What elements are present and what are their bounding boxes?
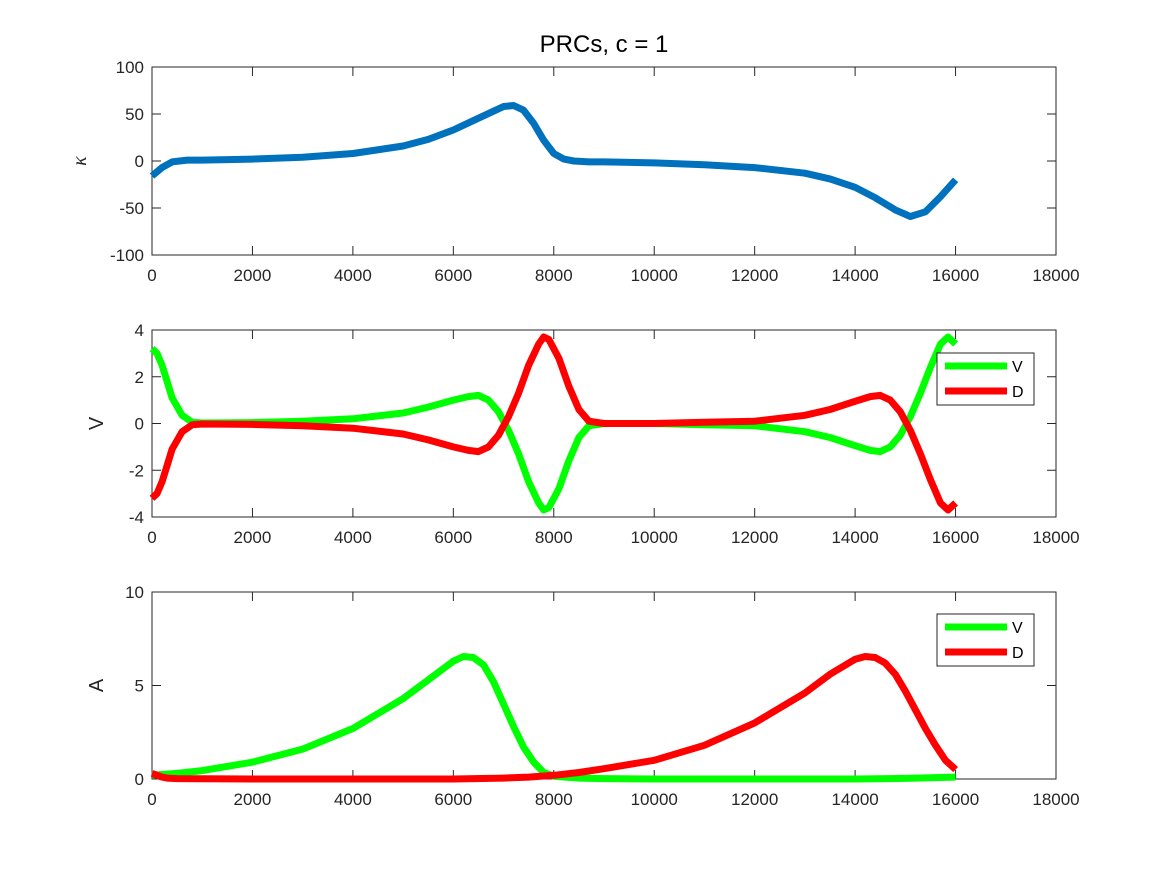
x-tick-label: 14000 [831, 266, 878, 285]
y-tick-label: 2 [135, 368, 144, 387]
x-tick-label: 18000 [1032, 790, 1079, 809]
y-tick-label: 0 [135, 152, 144, 171]
y-tick-label: -4 [129, 508, 144, 527]
x-tick-label: 0 [147, 528, 156, 547]
x-tick-label: 4000 [334, 528, 372, 547]
x-tick-label: 10000 [631, 528, 678, 547]
x-tick-label: 14000 [831, 790, 878, 809]
x-tick-label: 2000 [234, 266, 272, 285]
x-tick-label: 6000 [434, 528, 472, 547]
x-tick-label: 2000 [234, 790, 272, 809]
series-line-v [151, 653, 956, 783]
x-tick-label: 16000 [932, 528, 979, 547]
legend-label-d: D [1012, 384, 1024, 401]
x-tick-label: 14000 [831, 528, 878, 547]
x-tick-label: 0 [147, 790, 156, 809]
x-tick-label: 18000 [1032, 266, 1079, 285]
y-tick-label: -2 [129, 461, 144, 480]
y-tick-label: 50 [125, 105, 144, 124]
x-tick-label: 4000 [334, 790, 372, 809]
legend-label-d: D [1012, 645, 1024, 662]
y-axis-label: V [86, 416, 108, 430]
legend: VD [936, 352, 1035, 406]
x-tick-label: 10000 [631, 790, 678, 809]
subplots: 0 2000 4000 6000 8000 10000 12000 14000 16000 180… [69, 58, 1080, 809]
x-tick-label: 10000 [631, 266, 678, 285]
figure-title: PRCs, c = 1 [540, 31, 669, 58]
x-tick-label: 8000 [535, 790, 573, 809]
y-tick-label: 10 [125, 583, 144, 602]
subplot-1: 0 2000 4000 6000 8000 10000 12000 14000 16000 180… [69, 58, 1080, 285]
x-tick-label: 12000 [731, 266, 778, 285]
x-tick-label: 12000 [731, 790, 778, 809]
y-tick-label: 100 [116, 58, 144, 77]
x-tick-label: 16000 [932, 790, 979, 809]
x-tick-label: 6000 [434, 790, 472, 809]
legend-label-v: V [1012, 620, 1023, 637]
x-tick-label: 8000 [535, 266, 573, 285]
y-axis-label: A [86, 678, 108, 692]
legend-label-v: V [1012, 359, 1023, 376]
legend-box [936, 613, 1035, 667]
series-line-kappa [149, 102, 959, 220]
legend-box [936, 352, 1035, 406]
series-line-d [150, 653, 958, 783]
y-tick-label: 5 [135, 677, 144, 696]
series-line-d [149, 333, 958, 514]
x-tick-label: 8000 [535, 528, 573, 547]
x-tick-label: 2000 [234, 528, 272, 547]
x-tick-label: 0 [147, 266, 156, 285]
x-tick-label: 12000 [731, 528, 778, 547]
x-tick-label: 6000 [434, 266, 472, 285]
x-tick-label: 4000 [334, 266, 372, 285]
y-tick-label: -50 [119, 199, 144, 218]
subplot-3: 0 2000 4000 6000 8000 10000 12000 14000 16000 180… [86, 583, 1080, 809]
y-tick-label: 4 [135, 321, 144, 340]
y-axis-label: κ [69, 156, 91, 166]
x-tick-label: 18000 [1032, 528, 1079, 547]
x-tick-label: 16000 [932, 266, 979, 285]
subplot-2: 0 2000 4000 6000 8000 10000 12000 14000 16000 180… [86, 321, 1080, 547]
y-tick-label: 0 [135, 415, 144, 434]
y-tick-label: 0 [135, 770, 144, 789]
y-tick-label: -100 [110, 246, 144, 265]
legend: VD [936, 613, 1035, 667]
